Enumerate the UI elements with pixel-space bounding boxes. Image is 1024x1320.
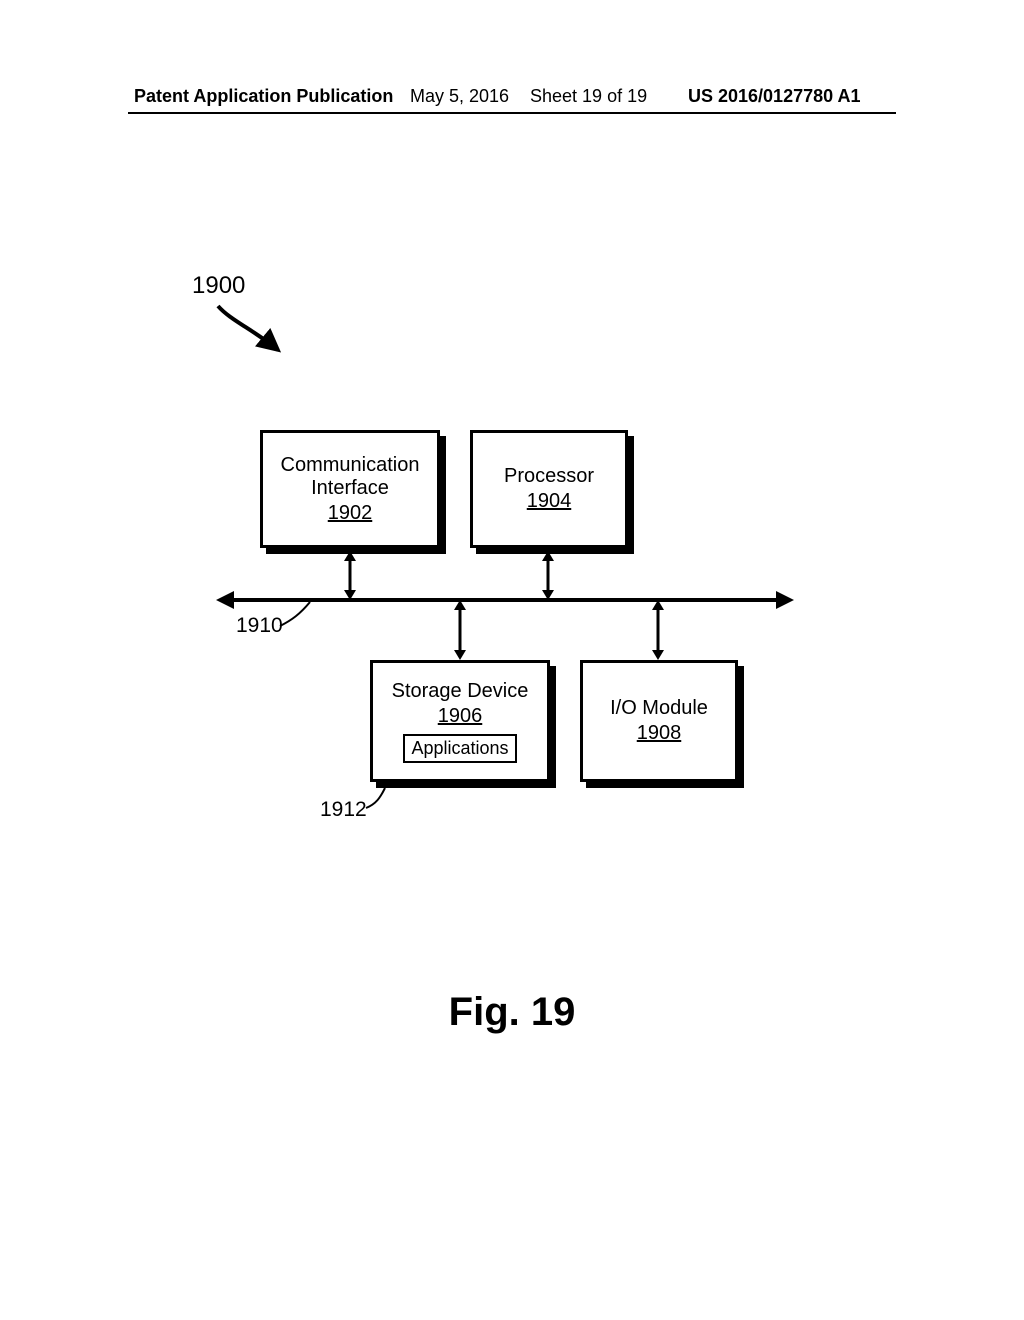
box-label: CommunicationInterface: [281, 454, 420, 500]
figure-caption: Fig. 19: [0, 990, 1024, 1035]
box-refnum: 1902: [328, 502, 373, 525]
header-sheet: Sheet 19 of 19: [530, 86, 647, 107]
box-refnum: 1904: [527, 490, 572, 513]
ref-1912-label: 1912: [320, 798, 367, 822]
header-number: US 2016/0127780 A1: [688, 86, 860, 107]
header-rule: [128, 112, 896, 114]
box-processor: Processor 1904: [470, 430, 628, 548]
ref-1910-label: 1910: [236, 614, 283, 638]
page: Patent Application Publication May 5, 20…: [0, 0, 1024, 1320]
header-date: May 5, 2016: [410, 86, 509, 107]
ref-1900-label: 1900: [192, 272, 245, 300]
box-refnum: 1908: [637, 722, 682, 745]
box-io-module: I/O Module 1908: [580, 660, 738, 782]
box-refnum: 1906: [438, 705, 483, 728]
header-publication: Patent Application Publication: [134, 86, 393, 107]
box-label: I/O Module: [610, 697, 708, 720]
box-label: Storage Device: [392, 680, 529, 703]
box-storage-device: Storage Device 1906 Applications: [370, 660, 550, 782]
box-label: Processor: [504, 465, 594, 488]
box-communication-interface: CommunicationInterface 1902: [260, 430, 440, 548]
box-applications: Applications: [403, 734, 516, 763]
